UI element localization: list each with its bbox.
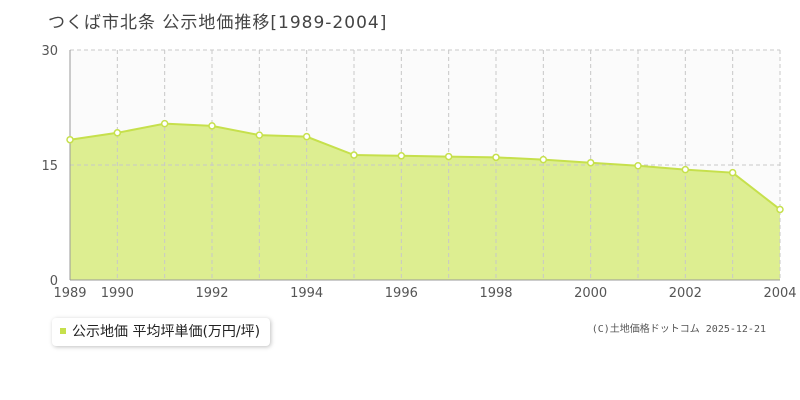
data-point — [728, 168, 737, 177]
x-tick-label: 1994 — [290, 286, 323, 301]
data-point — [350, 151, 358, 159]
source-credit: (C)土地価格ドットコム 2025-12-21 — [591, 324, 766, 335]
data-point — [66, 135, 74, 144]
data-point — [681, 165, 690, 174]
x-tick-label: 1996 — [385, 286, 418, 301]
data-point — [208, 122, 216, 130]
legend-swatch — [60, 328, 66, 334]
x-tick-label: 1992 — [195, 286, 228, 301]
data-point — [160, 119, 169, 128]
x-tick-label: 2000 — [574, 286, 607, 301]
series-area — [70, 123, 780, 280]
x-tick-label: 1989 — [53, 286, 86, 301]
data-point — [634, 162, 642, 170]
y-tick-label: 0 — [50, 274, 58, 289]
page-title: つくば市北条 公示地価推移[1989-2004] — [48, 13, 388, 33]
data-point — [113, 129, 122, 137]
data-point — [586, 158, 595, 167]
data-point — [302, 132, 311, 141]
series-line — [69, 122, 781, 211]
data-point — [492, 153, 500, 162]
data-point — [444, 152, 453, 161]
data-point — [776, 205, 784, 214]
data-point — [539, 155, 548, 164]
data-point — [255, 131, 264, 139]
y-tick-label: 30 — [41, 44, 58, 59]
x-tick-label: 1990 — [101, 286, 134, 301]
chart-legend: 公示地価 平均坪単価(万円/坪) — [52, 318, 271, 346]
x-tick-label: 2004 — [763, 286, 796, 301]
data-point — [397, 152, 406, 160]
y-tick-label: 15 — [41, 159, 58, 174]
x-tick-label: 1998 — [479, 286, 512, 301]
x-tick-label: 2002 — [669, 286, 702, 301]
legend-label: 公示地価 平均坪単価(万円/坪) — [72, 324, 261, 340]
